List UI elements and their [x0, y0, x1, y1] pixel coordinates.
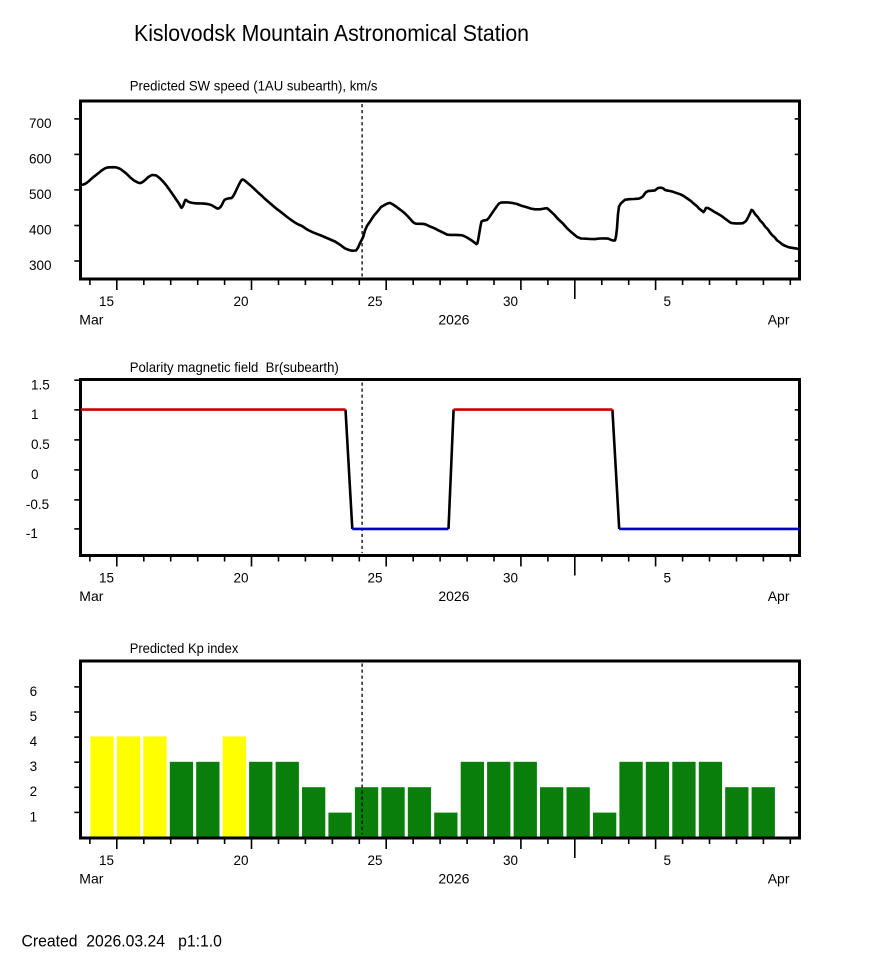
svg-text:15: 15 [99, 853, 114, 868]
svg-text:-0.5: -0.5 [26, 497, 49, 512]
svg-text:5: 5 [30, 709, 38, 724]
svg-text:Kislovodsk Mountain Astronomic: Kislovodsk Mountain Astronomical Station [134, 20, 529, 46]
svg-text:Apr: Apr [768, 871, 790, 887]
svg-text:2: 2 [30, 784, 38, 799]
svg-text:Polarity magnetic field Br(su: Polarity magnetic field Br(subearth) [130, 360, 339, 375]
svg-text:20: 20 [233, 853, 248, 868]
svg-text:20: 20 [233, 294, 248, 309]
svg-text:300: 300 [29, 258, 52, 273]
svg-text:5: 5 [664, 853, 672, 868]
svg-text:Apr: Apr [768, 588, 790, 604]
svg-text:4: 4 [30, 734, 38, 749]
svg-text:2026: 2026 [438, 871, 469, 887]
svg-text:Predicted SW speed (1AU subear: Predicted SW speed (1AU subearth), km/s [130, 79, 378, 94]
svg-text:0: 0 [31, 467, 39, 482]
svg-text:25: 25 [367, 294, 382, 309]
svg-text:0.5: 0.5 [31, 437, 50, 452]
svg-text:2026: 2026 [438, 311, 469, 327]
svg-text:Mar: Mar [79, 588, 103, 604]
svg-text:6: 6 [30, 684, 38, 699]
svg-text:400: 400 [29, 222, 52, 237]
svg-text:25: 25 [367, 853, 382, 868]
svg-text:Mar: Mar [79, 311, 103, 327]
svg-text:30: 30 [503, 294, 518, 309]
svg-text:700: 700 [29, 116, 52, 131]
svg-text:1: 1 [30, 809, 38, 824]
svg-text:1: 1 [31, 407, 39, 422]
svg-text:Created 2026.03.24 p1:1.0: Created 2026.03.24 p1:1.0 [22, 933, 222, 951]
svg-text:2026: 2026 [438, 588, 469, 604]
svg-text:5: 5 [664, 294, 672, 309]
svg-text:-1: -1 [26, 526, 38, 541]
svg-text:500: 500 [29, 187, 52, 202]
svg-text:30: 30 [503, 570, 518, 585]
svg-text:15: 15 [99, 570, 114, 585]
svg-text:600: 600 [29, 151, 52, 166]
svg-text:20: 20 [233, 570, 248, 585]
svg-text:3: 3 [30, 759, 38, 774]
svg-text:15: 15 [99, 294, 114, 309]
svg-text:25: 25 [367, 570, 382, 585]
svg-text:Predicted Kp index: Predicted Kp index [130, 641, 239, 656]
svg-text:1.5: 1.5 [31, 378, 50, 393]
svg-text:Mar: Mar [79, 871, 103, 887]
svg-text:30: 30 [503, 853, 518, 868]
svg-text:5: 5 [664, 570, 672, 585]
svg-text:Apr: Apr [768, 311, 790, 327]
